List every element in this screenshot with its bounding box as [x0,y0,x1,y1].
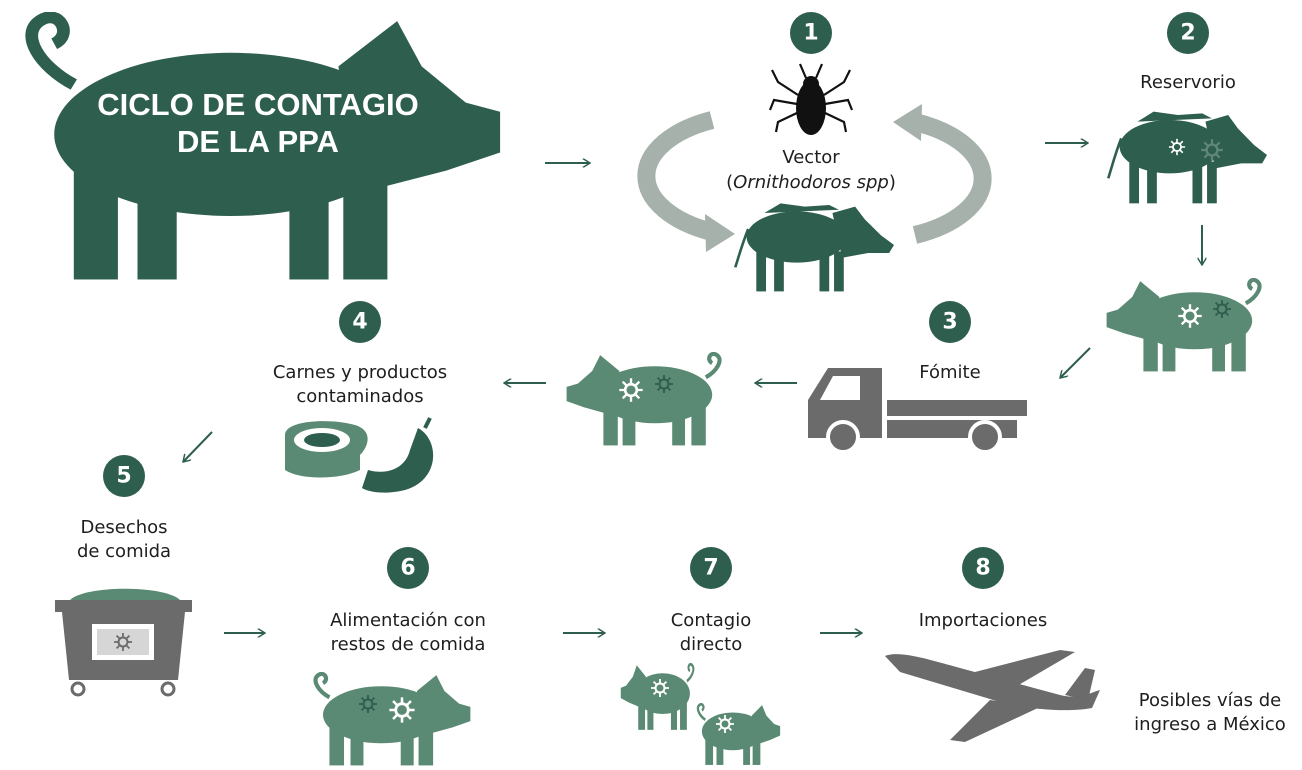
step-label: Vector [782,147,840,168]
vector-cycle-part [705,214,735,252]
infected-pig [1107,280,1260,372]
truck-icon-part [828,422,858,452]
truck-icon [808,368,1027,452]
title-line: DE LA PPA [177,124,339,159]
vector-cycle-part [893,104,922,141]
step-number: 8 [975,556,990,581]
meat-icon [285,418,433,493]
title-line: CICLO DE CONTAGIO [97,87,418,122]
step-label: Desechos [80,517,167,538]
step-label: Importaciones [919,610,1048,631]
step-number: 3 [942,310,957,335]
truck-icon-part [887,400,1027,416]
step-7: 7 [690,547,732,589]
step-label: Reservorio [1140,72,1236,93]
reservoir-hog [1108,112,1267,204]
step-number: 7 [703,556,718,581]
step-detail: (Ornithodoros spp) [726,172,896,193]
step-number: 4 [352,310,367,335]
detail-part: ) [889,172,896,193]
truck-icon-part [970,422,1000,452]
infographic: CICLO DE CONTAGIO DE LA PPA 1 2 3 4 5 6 … [0,0,1302,770]
waste-bin-icon-part [70,589,180,600]
infected-pig-part [1107,280,1260,372]
flow-arrows-part [183,432,212,462]
contact-pigs-part [621,664,694,730]
meat-icon-part [425,418,430,428]
step-5: 5 [103,455,145,497]
step-3: 3 [929,301,971,343]
plane-icon [885,650,1100,742]
warthog-icon [735,203,894,291]
step-label: de comida [77,541,171,562]
vector-cycle-part [915,122,983,235]
infected-pig-part [567,354,720,446]
step-label: Fómite [919,362,980,383]
step-label: restos de comida [331,634,486,655]
step-6: 6 [387,547,429,589]
plane-icon-part [950,700,1040,742]
step-label: Alimentación con [330,610,486,631]
step-8: 8 [962,547,1004,589]
meat-icon-part [362,428,433,493]
step-label: Contagio [671,610,752,631]
step-number: 1 [803,21,818,46]
note-line: ingreso a México [1134,714,1286,735]
step-label: Carnes y productos [273,362,447,383]
title-pig: CICLO DE CONTAGIO DE LA PPA [32,17,500,279]
step-1: 1 [790,12,832,54]
waste-bin-icon-part [162,683,174,695]
fed-pig-part [316,674,471,766]
vector-cycle-part [646,120,712,232]
fed-pig [316,674,471,766]
tick-icon-part [803,76,819,92]
contact-pigs-part [698,704,780,765]
waste-bin-icon-part [55,600,192,612]
contact-pigs [621,664,780,765]
waste-bin-icon [55,589,192,695]
tick-icon [770,64,852,135]
step-number: 2 [1180,21,1195,46]
step-4: 4 [339,301,381,343]
meat-icon-part [304,433,340,447]
note-line: Posibles vías de [1139,690,1282,711]
waste-bin-icon-part [97,629,149,655]
step-2: 2 [1167,12,1209,54]
step-number: 5 [116,464,131,489]
step-label: directo [680,634,742,655]
step-label: contaminados [296,386,423,407]
reservoir-hog-part [1108,112,1267,204]
flow-arrows-part [1060,348,1090,378]
detail-part: ( [726,172,733,193]
step-number: 6 [400,556,415,581]
detail-part: Ornithodoros spp [733,172,889,193]
waste-bin-icon-part [72,683,84,695]
infected-pig [567,354,720,446]
